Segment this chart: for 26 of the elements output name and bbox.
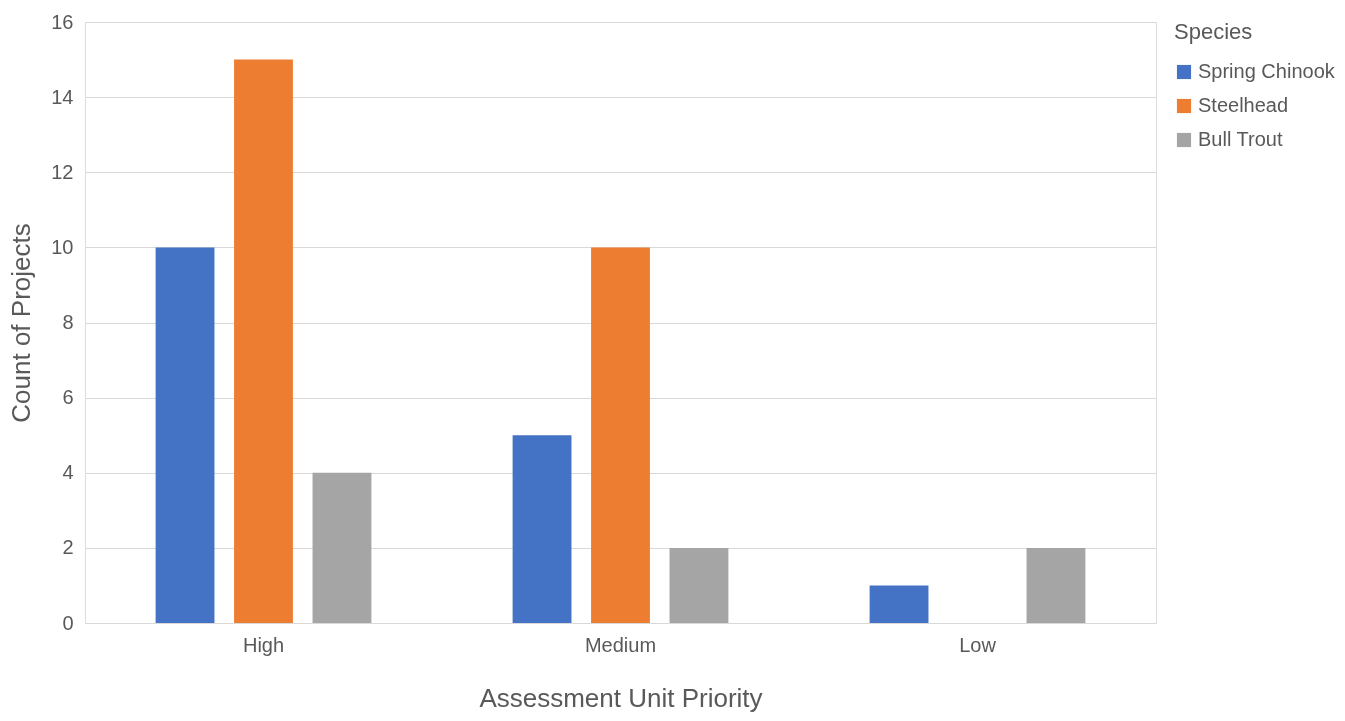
legend-title: Species xyxy=(1174,19,1253,44)
bar xyxy=(869,585,929,623)
x-tick-label: High xyxy=(242,633,285,656)
y-axis-title: Count of Projects xyxy=(6,223,37,423)
x-tick-label: Medium xyxy=(584,633,657,656)
bar xyxy=(512,435,572,623)
bar xyxy=(234,59,293,623)
bar xyxy=(312,472,372,623)
y-tick-label: 8 xyxy=(62,311,74,333)
y-tick-label: 10 xyxy=(51,235,74,258)
bar xyxy=(155,247,215,623)
legend-label: Bull Trout xyxy=(1198,128,1283,150)
y-tick-label: 12 xyxy=(51,160,74,183)
bar xyxy=(1026,547,1086,623)
bar xyxy=(591,247,650,623)
y-tick-label: 2 xyxy=(62,536,74,559)
x-tick-label: Low xyxy=(959,633,997,656)
bar xyxy=(669,547,729,623)
y-tick-label: 6 xyxy=(62,386,74,409)
y-tick-label: 14 xyxy=(51,85,74,108)
y-tick-label: 16 xyxy=(51,10,74,33)
y-tick-label: 4 xyxy=(62,461,74,484)
legend-label: Spring Chinook xyxy=(1198,60,1336,82)
legend-label: Steelhead xyxy=(1198,94,1289,116)
x-axis-title: Assessment Unit Priority xyxy=(479,682,763,713)
y-tick-label: 0 xyxy=(62,611,74,634)
